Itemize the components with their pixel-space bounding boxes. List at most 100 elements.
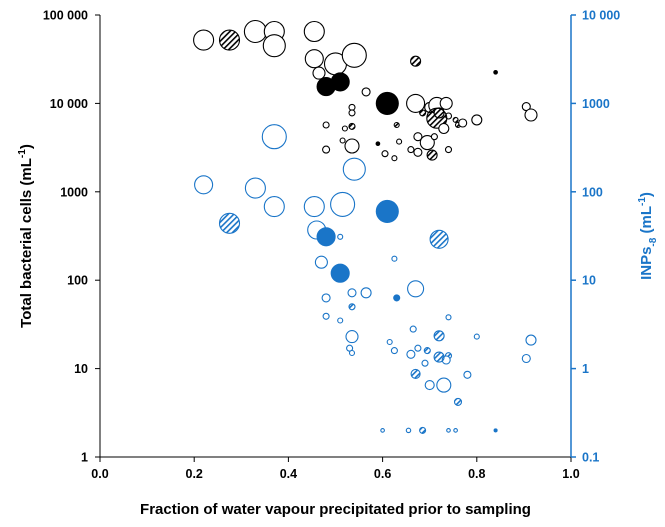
- bacterial-cells-point: [413, 132, 423, 142]
- points-layer: [193, 19, 538, 434]
- bacterial-cells-point: [524, 108, 538, 122]
- bacterial-cells-point: [419, 135, 435, 151]
- bacterial-cells-point: [341, 125, 348, 132]
- bacterial-cells-point: [348, 122, 356, 130]
- bacterial-cells-point: [339, 137, 346, 144]
- inp-point: [194, 175, 214, 195]
- inp-point: [330, 191, 356, 217]
- inp-point: [521, 353, 531, 364]
- inp-point: [322, 312, 330, 320]
- inp-point: [218, 212, 241, 234]
- inp-point: [414, 344, 422, 352]
- y-left-axis-title: Total bacterial cells (mL-1): [17, 144, 35, 328]
- bacterial-cells-point: [381, 150, 389, 158]
- inp-point: [337, 233, 344, 240]
- inp-point: [303, 196, 325, 218]
- x-tick-label: 0.0: [91, 467, 108, 481]
- ticks-layer: 0.0 0.2 0.4 0.6 0.8 1.0 1 10 100 1000 10 000 100 00…: [43, 9, 620, 482]
- x-tick-label: 0.2: [186, 467, 203, 481]
- bacterial-cells-point: [243, 19, 267, 44]
- inp-point: [419, 426, 427, 434]
- inp-point: [433, 330, 445, 342]
- bacterial-cells-point: [330, 72, 350, 92]
- bacterial-cells-point: [375, 141, 381, 147]
- bacterial-cells-point: [419, 109, 427, 117]
- inp-point: [375, 199, 399, 223]
- bacterial-cells-point: [458, 118, 468, 128]
- inp-point: [405, 427, 412, 434]
- y-right-tick-label: 10: [582, 274, 596, 288]
- inp-point: [436, 377, 452, 393]
- inp-point: [463, 370, 472, 379]
- y-left-tick-label: 10 000: [50, 97, 88, 111]
- y-left-tick-label: 100 000: [43, 9, 88, 23]
- x-axis-title: Fraction of water vapour precipitated pr…: [140, 501, 531, 518]
- y-right-axis-title: INPs-8 (mL-1): [637, 192, 659, 280]
- bacterial-cells-point: [393, 121, 400, 129]
- bacterial-cells-point: [193, 29, 215, 51]
- inp-point: [453, 397, 463, 406]
- x-tick-label: 1.0: [562, 467, 579, 481]
- inp-point: [380, 428, 385, 433]
- inp-point: [342, 157, 366, 181]
- inp-point: [493, 428, 498, 433]
- inp-point: [316, 227, 336, 247]
- inp-point: [386, 338, 393, 346]
- y-left-tick-label: 1: [81, 451, 88, 465]
- bacterial-cells-point: [322, 121, 330, 129]
- bacterial-cells-point: [391, 155, 398, 162]
- bacterial-cells-point: [348, 109, 356, 117]
- y-right-tick-label: 0.1: [582, 451, 599, 465]
- x-tick-label: 0.8: [468, 467, 485, 481]
- y-left-tick-label: 1000: [60, 185, 88, 199]
- bacterial-cells-point: [452, 116, 459, 123]
- inp-point: [330, 263, 350, 283]
- inp-point: [473, 333, 480, 340]
- inp-point: [410, 368, 421, 379]
- bacterial-cells-point: [303, 20, 325, 43]
- inp-point: [345, 330, 359, 344]
- bacterial-cells-point: [439, 96, 453, 110]
- inp-point: [446, 428, 451, 433]
- bacterial-cells-point: [413, 147, 423, 157]
- inp-point: [433, 351, 445, 363]
- inp-point: [423, 347, 431, 355]
- inp-point: [424, 380, 435, 391]
- inp-point: [406, 349, 416, 359]
- bacterial-cells-point: [375, 91, 399, 115]
- y-right-tick-label: 100: [582, 185, 603, 199]
- inp-point: [390, 347, 398, 355]
- inp-point: [360, 287, 372, 299]
- y-left-tick-label: 100: [67, 274, 88, 288]
- bacterial-cells-point: [344, 138, 360, 154]
- bacterial-cells-point: [406, 93, 426, 113]
- x-tick-label: 0.6: [374, 467, 391, 481]
- inp-point: [421, 359, 429, 367]
- y-left-tick-label: 10: [74, 362, 88, 376]
- bacterial-cells-point: [322, 145, 331, 154]
- inp-point: [393, 294, 401, 302]
- bacterial-cells-point: [304, 49, 324, 69]
- bacterial-cells-point: [218, 29, 241, 51]
- bacterial-cells-point: [426, 107, 448, 129]
- inp-point: [337, 317, 344, 324]
- inp-point: [409, 325, 417, 333]
- bacterial-cells-point: [410, 55, 422, 67]
- inp-point: [321, 293, 331, 303]
- inp-point: [347, 288, 357, 298]
- y-right-tick-label: 1: [582, 362, 589, 376]
- inp-point: [407, 280, 425, 298]
- inp-point: [445, 314, 452, 321]
- y-right-tick-label: 10 000: [582, 9, 620, 23]
- inp-point: [453, 428, 458, 433]
- bacterial-cells-point: [471, 114, 483, 126]
- bacterial-cells-point: [396, 138, 403, 145]
- inp-point: [261, 124, 287, 150]
- bacterial-cells-point: [426, 149, 438, 161]
- bacterial-cells-point: [430, 133, 438, 141]
- inp-point: [525, 334, 537, 346]
- inp-point: [429, 229, 449, 249]
- bacterial-cells-point: [312, 66, 326, 80]
- y-right-tick-label: 1000: [582, 97, 610, 111]
- bacterial-cells-point: [493, 69, 498, 75]
